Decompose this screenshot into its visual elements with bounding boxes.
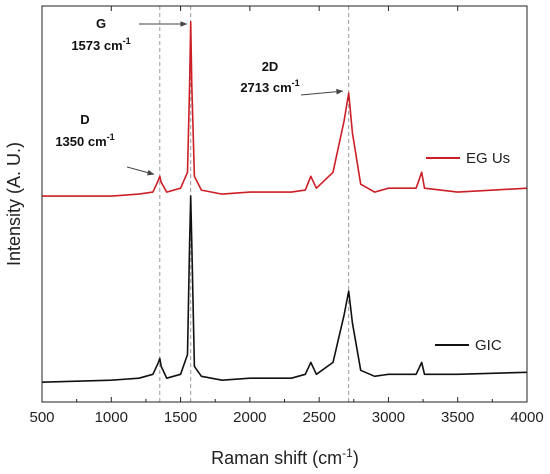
x-tick-label: 3500	[441, 409, 474, 426]
peak-value-d: 1350 cm-1	[55, 132, 114, 149]
x-tick-label: 2000	[233, 409, 266, 426]
peak-arrow-d	[126, 166, 155, 176]
x-tick-label: 500	[29, 409, 54, 426]
peak-label-2d: 2D	[262, 59, 279, 74]
peak-value-2d: 2713 cm-1	[240, 78, 299, 95]
y-axis-label: Intensity (A. U.)	[4, 142, 24, 266]
x-tick-label: 1000	[95, 409, 128, 426]
x-axis-label: Raman shift (cm-1)	[211, 446, 359, 468]
peak-label-g: G	[96, 16, 106, 31]
legend-label-1: GIC	[475, 337, 502, 354]
peak-value-g: 1573 cm-1	[71, 36, 130, 53]
legend: EG Us GIC	[426, 150, 510, 354]
peak-label-d: D	[80, 112, 89, 127]
peak-arrow-2d	[300, 88, 344, 96]
legend-label-0: EG Us	[466, 150, 510, 167]
x-axis-ticks: 500 1000 1500 2000 2500 3000 3500 4000	[29, 6, 544, 426]
x-tick-label: 4000	[510, 409, 543, 426]
series-line-gic	[41, 195, 528, 383]
peak-annotations: D 1350 cm-1 G 1573 cm-1 2D 2713 cm-1	[55, 16, 344, 176]
x-tick-label: 2500	[302, 409, 335, 426]
series-line-eg-us	[42, 21, 528, 197]
series-layer	[41, 21, 528, 383]
x-tick-label: 3000	[372, 409, 405, 426]
x-tick-label: 1500	[164, 409, 197, 426]
